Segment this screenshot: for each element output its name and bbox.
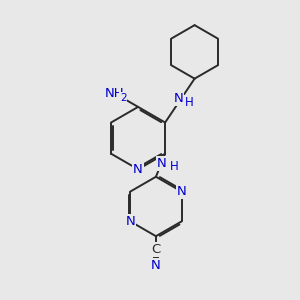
Text: NH: NH: [105, 87, 125, 100]
Text: N: N: [157, 157, 167, 170]
Text: H: H: [169, 160, 178, 173]
Text: N: N: [133, 163, 143, 176]
Text: N: N: [173, 92, 183, 105]
Text: 2: 2: [120, 93, 127, 103]
Text: N: N: [125, 215, 135, 228]
Text: N: N: [151, 260, 161, 272]
Text: N: N: [177, 185, 187, 198]
Text: H: H: [185, 96, 194, 109]
Text: C: C: [151, 243, 160, 256]
